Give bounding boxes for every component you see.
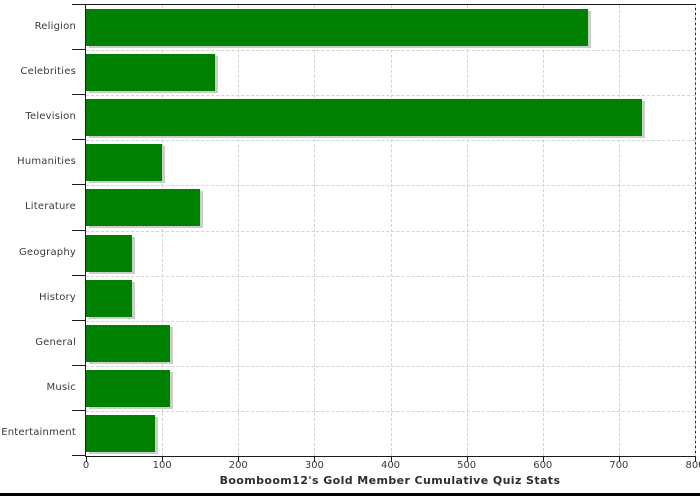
bar-literature	[86, 189, 201, 227]
y-gridline	[86, 140, 695, 142]
y-axis-tick	[72, 139, 85, 141]
category-label: General	[35, 336, 76, 348]
x-axis-tick	[162, 456, 164, 462]
y-gridline	[86, 320, 695, 322]
bar-humanities	[86, 144, 163, 182]
x-tick-label: 300	[304, 460, 324, 471]
y-gridline	[86, 50, 695, 52]
bar-music	[86, 369, 170, 407]
y-axis-tick	[72, 49, 85, 51]
bar-general	[86, 324, 170, 362]
bar-entertainment	[86, 414, 155, 452]
x-axis-tick	[542, 456, 544, 462]
category-label: Television	[25, 111, 76, 123]
category-label: Music	[46, 381, 76, 393]
y-axis-tick	[72, 409, 85, 411]
y-axis-tick	[72, 4, 85, 5]
category-label: Religion	[34, 21, 76, 33]
category-label: Literature	[25, 201, 76, 213]
plot-area	[85, 4, 696, 457]
y-gridline	[86, 410, 695, 412]
y-axis-tick	[72, 274, 85, 276]
x-axis-tick	[618, 456, 620, 462]
x-tick-label: 800	[685, 460, 700, 471]
x-tick-label: 500	[457, 460, 477, 471]
x-tick-label: 400	[380, 460, 401, 471]
y-gridline	[86, 95, 695, 97]
bar-religion	[86, 9, 589, 46]
y-axis-tick	[72, 364, 85, 366]
x-tick-label: 700	[609, 460, 629, 471]
x-tick-label: 600	[533, 460, 553, 471]
x-axis-tick	[390, 456, 392, 462]
category-label: Geography	[18, 246, 76, 258]
category-label: Entertainment	[1, 426, 76, 438]
chart-title: Boomboom12's Gold Member Cumulative Quiz…	[219, 474, 561, 487]
y-gridline	[86, 365, 695, 367]
x-axis-tick	[466, 456, 468, 462]
x-axis-tick	[238, 456, 240, 462]
bar-history	[86, 279, 132, 317]
category-label: History	[39, 291, 76, 303]
category-label: Humanities	[17, 156, 76, 168]
bottom-divider	[0, 493, 700, 496]
x-axis-tick	[695, 456, 696, 462]
x-axis-tick	[86, 456, 87, 462]
y-axis-tick	[72, 319, 85, 321]
y-axis-tick	[72, 94, 85, 96]
y-gridline	[86, 275, 695, 277]
bar-celebrities	[86, 54, 216, 92]
x-tick-label: 200	[228, 460, 248, 471]
bar-television	[86, 99, 642, 137]
y-axis-tick	[72, 455, 85, 456]
y-axis-tick	[72, 184, 85, 186]
x-tick-label: 0	[82, 460, 90, 471]
y-gridline	[86, 185, 695, 187]
y-axis-tick	[72, 229, 85, 231]
x-tick-label: 100	[152, 460, 172, 471]
bar-geography	[86, 234, 132, 272]
x-axis-tick	[314, 456, 316, 462]
x-gridline	[695, 5, 696, 456]
category-label: Celebrities	[20, 66, 76, 78]
y-gridline	[86, 230, 695, 232]
